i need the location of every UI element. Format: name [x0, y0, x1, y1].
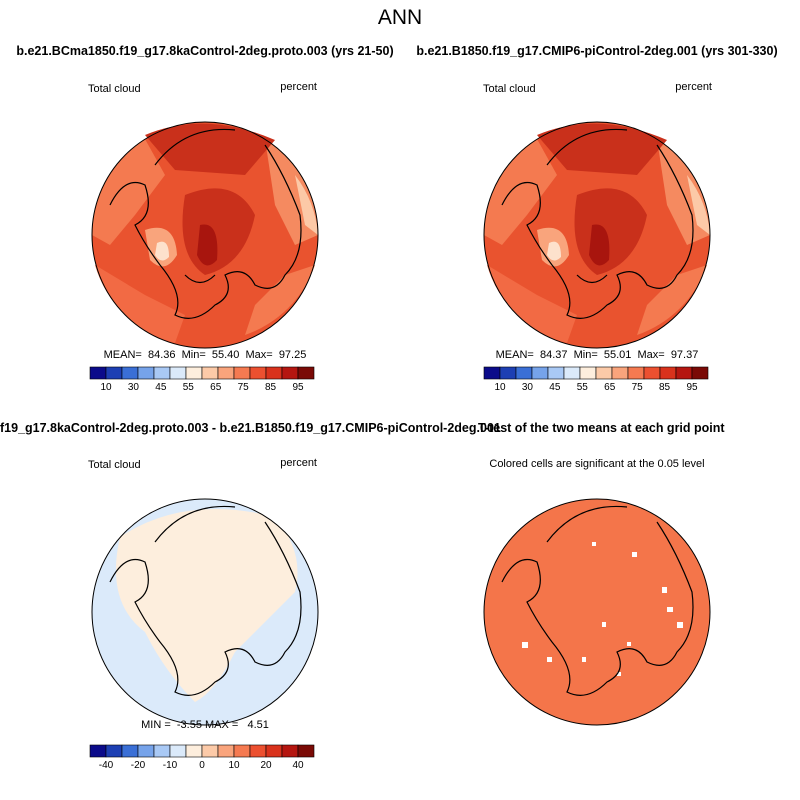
colorbar-box — [281, 366, 299, 380]
colorbar-label: 65 — [210, 382, 222, 393]
colorbar-label: 95 — [292, 382, 304, 393]
colorbar-box — [297, 366, 315, 380]
stats: MEAN= 84.37 Min= 55.01 Max= 97.37 — [496, 349, 699, 361]
colorbar-box — [265, 744, 283, 758]
colorbar-box — [121, 744, 139, 758]
colorbar-box — [137, 744, 155, 758]
panel-title: T-test of the two means at each grid poi… — [478, 421, 725, 435]
colorbar-box — [201, 366, 219, 380]
colorbar-box — [297, 744, 315, 758]
colorbar-label: -40 — [99, 760, 114, 771]
colorbar-label: 10 — [228, 760, 240, 771]
colorbar-box — [659, 366, 677, 380]
colorbar-box — [217, 366, 235, 380]
colorbar-box — [137, 366, 155, 380]
colorbar-box — [595, 366, 613, 380]
map — [91, 498, 319, 726]
colorbar-label: 95 — [686, 382, 698, 393]
colorbar-box — [185, 744, 203, 758]
colorbar-box — [531, 366, 549, 380]
colorbar-box — [105, 366, 123, 380]
colorbar-label: 40 — [292, 760, 304, 771]
right-label: percent — [675, 81, 712, 93]
colorbar-box — [579, 366, 597, 380]
colorbar-label: 75 — [238, 382, 250, 393]
colorbar-box — [169, 744, 187, 758]
left-label: Total cloud — [88, 459, 141, 471]
colorbar-box — [547, 366, 565, 380]
colorbar-box — [217, 744, 235, 758]
colorbar-box — [89, 366, 107, 380]
colorbar-box — [515, 366, 533, 380]
colorbar-box — [233, 744, 251, 758]
colorbar-box — [643, 366, 661, 380]
colorbar-box — [249, 366, 267, 380]
panel-title: b.e21.B1850.f19_g17.CMIP6-piControl-2deg… — [416, 44, 777, 58]
colorbar-box — [169, 366, 187, 380]
colorbar-label: 65 — [604, 382, 616, 393]
colorbar-label: 55 — [183, 382, 195, 393]
panel-subtitle: Colored cells are significant at the 0.0… — [489, 458, 704, 470]
colorbar-box — [675, 366, 693, 380]
colorbar-label: 45 — [155, 382, 167, 393]
colorbar-box — [233, 366, 251, 380]
panel-title: f19_g17.8kaControl-2deg.proto.003 - b.e2… — [0, 421, 501, 435]
colorbar-label: 55 — [577, 382, 589, 393]
colorbar-label: -20 — [131, 760, 146, 771]
map — [483, 121, 711, 349]
colorbar-box — [89, 744, 107, 758]
colorbar-box — [185, 366, 203, 380]
colorbar-box — [499, 366, 517, 380]
panel-title: b.e21.BCma1850.f19_g17.8kaControl-2deg.p… — [16, 44, 393, 58]
colorbar-box — [611, 366, 629, 380]
colorbar-box — [201, 744, 219, 758]
colorbar-label: 0 — [199, 760, 205, 771]
colorbar-label: 20 — [260, 760, 272, 771]
colorbar-label: 45 — [549, 382, 561, 393]
right-label: percent — [280, 81, 317, 93]
colorbar-label: 85 — [265, 382, 277, 393]
stats: MEAN= 84.36 Min= 55.40 Max= 97.25 — [104, 349, 307, 361]
colorbar-label: 10 — [494, 382, 506, 393]
colorbar-label: 30 — [522, 382, 534, 393]
map — [91, 121, 319, 349]
colorbar-box — [627, 366, 645, 380]
colorbar-label: 30 — [128, 382, 140, 393]
right-label: percent — [280, 457, 317, 469]
left-label: Total cloud — [483, 83, 536, 95]
colorbar-box — [281, 744, 299, 758]
colorbar-label: 75 — [632, 382, 644, 393]
colorbar-box — [249, 744, 267, 758]
stats: MIN = -3.55 MAX = 4.51 — [141, 719, 269, 731]
colorbar-box — [265, 366, 283, 380]
figure-title: ANN — [378, 6, 422, 29]
colorbar-label: -10 — [163, 760, 178, 771]
colorbar-label: 85 — [659, 382, 671, 393]
map — [483, 498, 711, 726]
colorbar-box — [105, 744, 123, 758]
colorbar-label: 10 — [100, 382, 112, 393]
colorbar-box — [121, 366, 139, 380]
colorbar-box — [153, 366, 171, 380]
colorbar-box — [483, 366, 501, 380]
colorbar-box — [563, 366, 581, 380]
left-label: Total cloud — [88, 83, 141, 95]
colorbar-box — [153, 744, 171, 758]
colorbar-box — [691, 366, 709, 380]
